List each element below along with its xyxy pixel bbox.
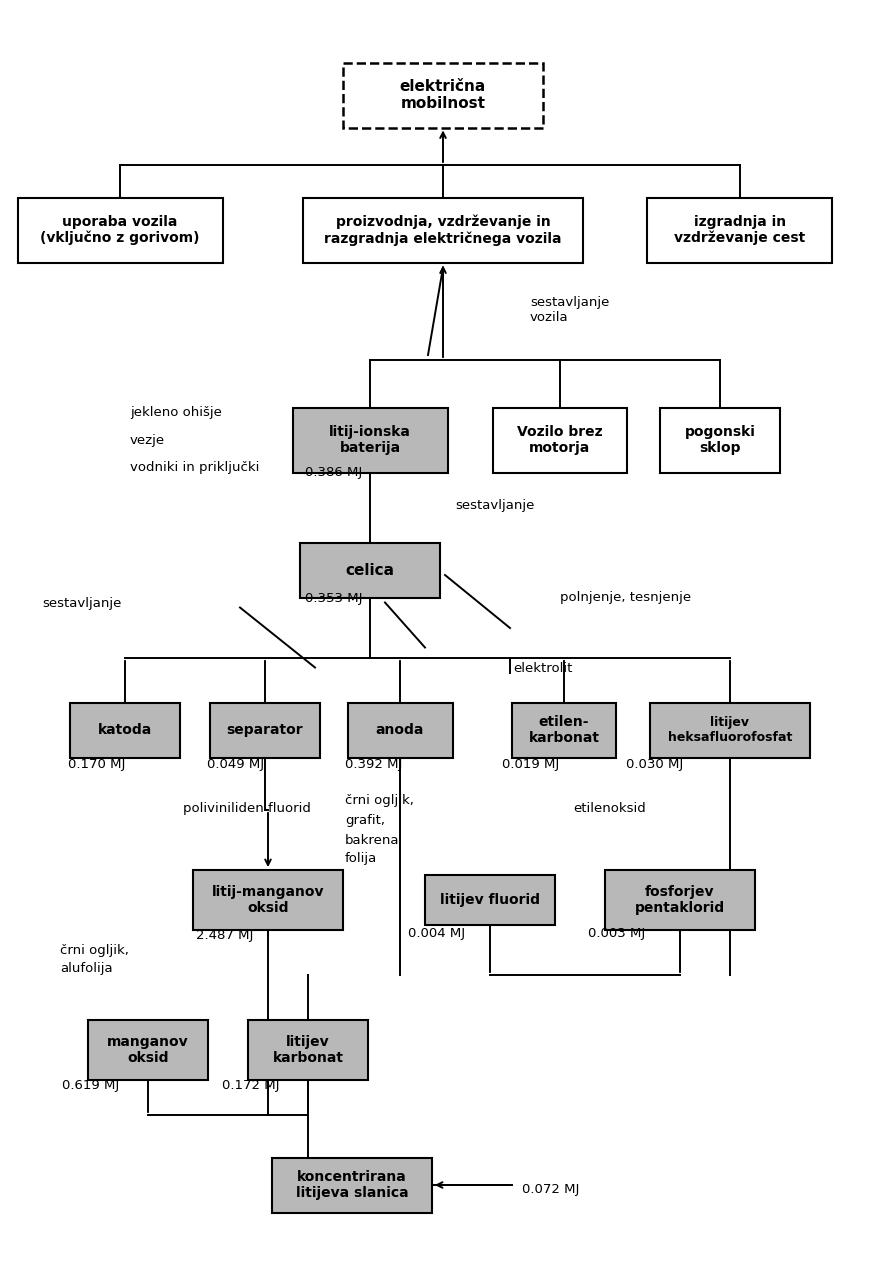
Text: sestavljanje: sestavljanje bbox=[455, 498, 534, 512]
Text: črni ogljik,: črni ogljik, bbox=[60, 943, 128, 956]
Text: etilenoksid: etilenoksid bbox=[573, 801, 646, 814]
Text: separator: separator bbox=[227, 723, 303, 737]
Text: litijev
heksafluorofosfat: litijev heksafluorofosfat bbox=[668, 716, 792, 744]
Text: jekleno ohišje: jekleno ohišje bbox=[130, 406, 222, 419]
FancyBboxPatch shape bbox=[650, 703, 810, 758]
FancyBboxPatch shape bbox=[648, 197, 833, 262]
FancyBboxPatch shape bbox=[605, 870, 755, 931]
Text: celica: celica bbox=[346, 562, 394, 577]
Text: polnjenje, tesnjenje: polnjenje, tesnjenje bbox=[560, 590, 691, 603]
Text: litijev fluorid: litijev fluorid bbox=[440, 893, 540, 908]
Text: 0.392 MJ: 0.392 MJ bbox=[345, 758, 402, 771]
Text: izgradnja in
vzdrževanje cest: izgradnja in vzdrževanje cest bbox=[674, 215, 805, 246]
Text: 0.353 MJ: 0.353 MJ bbox=[305, 591, 362, 604]
Text: koncentrirana
litijeva slanica: koncentrirana litijeva slanica bbox=[296, 1170, 408, 1201]
Text: litij-manganov
oksid: litij-manganov oksid bbox=[212, 884, 324, 915]
Text: 0.619 MJ: 0.619 MJ bbox=[62, 1079, 120, 1092]
Text: 0.004 MJ: 0.004 MJ bbox=[408, 927, 465, 940]
FancyBboxPatch shape bbox=[511, 703, 617, 758]
Text: 0.386 MJ: 0.386 MJ bbox=[305, 466, 362, 479]
Text: sestavljanje
vozila: sestavljanje vozila bbox=[530, 296, 610, 324]
Text: poliviniliden fluorid: poliviniliden fluorid bbox=[183, 801, 311, 814]
Text: 0.049 MJ: 0.049 MJ bbox=[207, 758, 264, 771]
FancyBboxPatch shape bbox=[248, 1020, 368, 1080]
Text: litij-ionska
baterija: litij-ionska baterija bbox=[329, 425, 411, 456]
FancyBboxPatch shape bbox=[343, 63, 543, 128]
FancyBboxPatch shape bbox=[292, 407, 447, 472]
FancyBboxPatch shape bbox=[88, 1020, 208, 1080]
FancyBboxPatch shape bbox=[18, 197, 222, 262]
Text: vodniki in priključki: vodniki in priključki bbox=[130, 461, 260, 474]
Text: pogonski
sklop: pogonski sklop bbox=[685, 425, 756, 456]
Text: vezje: vezje bbox=[130, 434, 165, 447]
FancyBboxPatch shape bbox=[347, 703, 453, 758]
Text: 0.072 MJ: 0.072 MJ bbox=[522, 1184, 579, 1197]
Text: etilen-
karbonat: etilen- karbonat bbox=[529, 716, 600, 745]
FancyBboxPatch shape bbox=[660, 407, 780, 472]
FancyBboxPatch shape bbox=[210, 703, 320, 758]
FancyBboxPatch shape bbox=[193, 870, 343, 931]
Text: alufolija: alufolija bbox=[60, 961, 113, 974]
Text: električna
mobilnost: električna mobilnost bbox=[400, 79, 486, 111]
Text: fosforjev
pentaklorid: fosforjev pentaklorid bbox=[635, 884, 725, 915]
Text: grafit,: grafit, bbox=[345, 814, 385, 827]
Text: anoda: anoda bbox=[376, 723, 424, 737]
Text: sestavljanje: sestavljanje bbox=[42, 596, 121, 609]
FancyBboxPatch shape bbox=[300, 543, 440, 598]
FancyBboxPatch shape bbox=[70, 703, 180, 758]
Text: bakrena: bakrena bbox=[345, 833, 400, 846]
Text: katoda: katoda bbox=[97, 723, 152, 737]
Text: folija: folija bbox=[345, 851, 377, 864]
Text: 0.019 MJ: 0.019 MJ bbox=[502, 758, 559, 771]
Text: 0.030 MJ: 0.030 MJ bbox=[626, 758, 683, 771]
FancyBboxPatch shape bbox=[303, 197, 583, 262]
Text: Vozilo brez
motorja: Vozilo brez motorja bbox=[517, 425, 602, 456]
Text: 0.003 MJ: 0.003 MJ bbox=[588, 927, 645, 940]
Text: 0.172 MJ: 0.172 MJ bbox=[222, 1079, 279, 1092]
Text: elektrolit: elektrolit bbox=[513, 662, 572, 675]
Text: uporaba vozila
(vključno z gorivom): uporaba vozila (vključno z gorivom) bbox=[40, 215, 199, 246]
FancyBboxPatch shape bbox=[425, 876, 555, 925]
Text: litijev
karbonat: litijev karbonat bbox=[273, 1036, 344, 1065]
Text: proizvodnja, vzdrževanje in
razgradnja električnega vozila: proizvodnja, vzdrževanje in razgradnja e… bbox=[324, 214, 562, 246]
Text: 0.170 MJ: 0.170 MJ bbox=[68, 758, 126, 771]
FancyBboxPatch shape bbox=[272, 1157, 432, 1212]
Text: črni ogljik,: črni ogljik, bbox=[345, 794, 414, 806]
FancyBboxPatch shape bbox=[493, 407, 627, 472]
Text: manganov
oksid: manganov oksid bbox=[107, 1036, 189, 1065]
Text: 2.487 MJ: 2.487 MJ bbox=[196, 928, 253, 942]
